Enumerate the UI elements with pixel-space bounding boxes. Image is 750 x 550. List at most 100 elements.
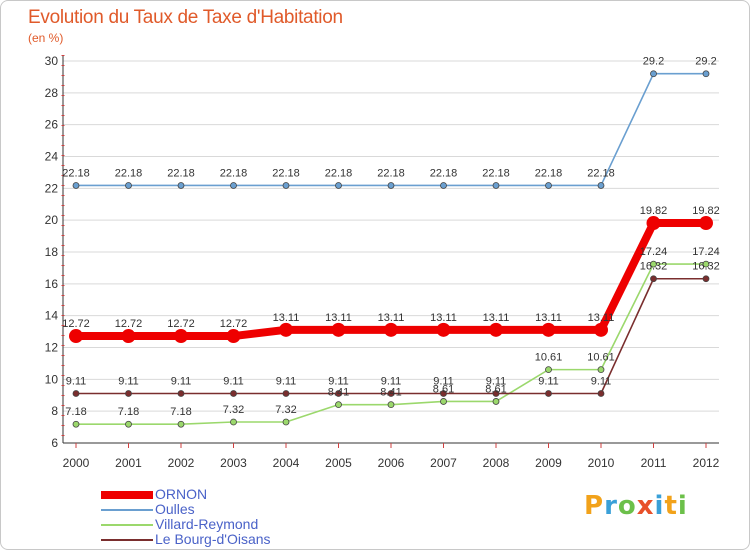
data-label: 7.18 xyxy=(65,406,86,418)
data-point xyxy=(177,182,185,189)
data-label: 13.11 xyxy=(483,312,510,324)
data-point xyxy=(440,390,447,397)
data-point xyxy=(492,182,500,189)
x-tick-label: 2001 xyxy=(115,456,142,470)
data-label: 8.41 xyxy=(380,387,401,399)
y-tick-label: 30 xyxy=(45,54,59,68)
data-point xyxy=(335,390,342,397)
data-label: 9.11 xyxy=(328,375,349,387)
legend-label: Villard-Reymond xyxy=(155,516,259,532)
x-tick-label: 2007 xyxy=(430,456,457,470)
data-label: 9.11 xyxy=(66,375,87,387)
series-line-villard-reymond xyxy=(75,263,707,426)
y-tick-label: 22 xyxy=(45,181,59,195)
data-point xyxy=(177,390,185,397)
data-label: 22.18 xyxy=(535,167,563,179)
data-label: 13.11 xyxy=(325,312,352,324)
legend-swatch-le-bourg-d-oisans xyxy=(101,539,153,541)
data-point xyxy=(230,182,237,189)
data-label: 12.72 xyxy=(115,318,143,330)
y-tick-label: 8 xyxy=(51,404,58,418)
x-tick-label: 2008 xyxy=(483,456,510,470)
data-label: 12.72 xyxy=(167,318,195,330)
legend-swatch-ornon xyxy=(101,491,153,499)
logo-letter: x xyxy=(636,491,655,521)
chart-title: Evolution du Taux de Taxe d'Habitation xyxy=(28,7,343,28)
data-label: 13.11 xyxy=(588,312,615,324)
data-label: 19.82 xyxy=(692,205,720,217)
data-label: 9.11 xyxy=(433,375,454,387)
data-point xyxy=(331,322,346,337)
x-tick-label: 2005 xyxy=(325,456,352,470)
data-label: 22.18 xyxy=(482,167,510,179)
data-point xyxy=(440,182,447,189)
logo-letter: i xyxy=(677,491,688,521)
data-point xyxy=(72,420,80,428)
data-label: 22.18 xyxy=(167,167,195,179)
data-label: 17.24 xyxy=(692,246,720,258)
data-point xyxy=(69,329,83,344)
data-label: 22.18 xyxy=(430,167,458,179)
y-tick-label: 16 xyxy=(45,277,59,291)
data-point xyxy=(545,390,552,397)
data-point xyxy=(702,275,710,283)
data-point xyxy=(650,260,657,268)
data-point xyxy=(387,390,395,397)
data-label: 22.18 xyxy=(325,167,353,179)
legend-label: ORNON xyxy=(155,486,208,502)
y-tick-label: 20 xyxy=(45,213,59,227)
data-label: 7.32 xyxy=(275,404,296,416)
data-label: 9.11 xyxy=(276,375,297,387)
data-point xyxy=(492,390,500,397)
data-label: 22.18 xyxy=(272,167,300,179)
data-point xyxy=(597,390,605,397)
data-label: 13.11 xyxy=(430,312,457,324)
data-point xyxy=(335,182,342,189)
legend-label: Oulles xyxy=(155,501,195,517)
data-point xyxy=(72,182,80,189)
data-label: 29.2 xyxy=(695,56,716,68)
data-label: 9.11 xyxy=(381,375,402,387)
data-label: 22.18 xyxy=(587,167,615,179)
x-tick-label: 2006 xyxy=(378,456,405,470)
data-point xyxy=(384,322,398,337)
logo-letter: o xyxy=(617,491,637,521)
data-point xyxy=(702,260,710,268)
data-point xyxy=(121,329,136,344)
data-point xyxy=(597,366,605,374)
y-tick-label: 6 xyxy=(51,436,58,450)
data-label: 13.11 xyxy=(535,312,562,324)
data-point xyxy=(597,182,605,189)
data-label: 9.11 xyxy=(538,375,559,387)
data-point xyxy=(489,322,503,337)
data-point xyxy=(125,390,132,397)
data-point xyxy=(440,398,447,405)
data-point xyxy=(545,366,552,374)
data-label: 22.18 xyxy=(115,167,143,179)
data-label: 22.18 xyxy=(220,167,248,179)
data-label: 9.11 xyxy=(118,375,139,387)
x-tick-label: 2011 xyxy=(641,456,667,470)
data-point xyxy=(545,182,552,189)
data-point xyxy=(230,390,237,397)
data-label: 12.72 xyxy=(62,318,90,330)
y-tick-label: 26 xyxy=(45,118,59,132)
data-point xyxy=(335,401,342,409)
x-tick-label: 2004 xyxy=(273,456,300,470)
data-label: 8.61 xyxy=(485,383,506,395)
logo-letter: i xyxy=(654,491,665,521)
data-label: 22.18 xyxy=(62,167,90,179)
data-point xyxy=(282,182,290,189)
data-point xyxy=(541,322,556,337)
logo-letter: P xyxy=(584,491,605,521)
data-label: 9.11 xyxy=(171,375,192,387)
data-point xyxy=(174,329,188,344)
data-label: 7.32 xyxy=(223,404,244,416)
data-point xyxy=(387,401,395,409)
x-tick-label: 2010 xyxy=(588,456,615,470)
data-point xyxy=(594,322,608,337)
data-label: 19.82 xyxy=(640,205,668,217)
data-point xyxy=(177,420,185,428)
data-label: 13.11 xyxy=(273,312,300,324)
